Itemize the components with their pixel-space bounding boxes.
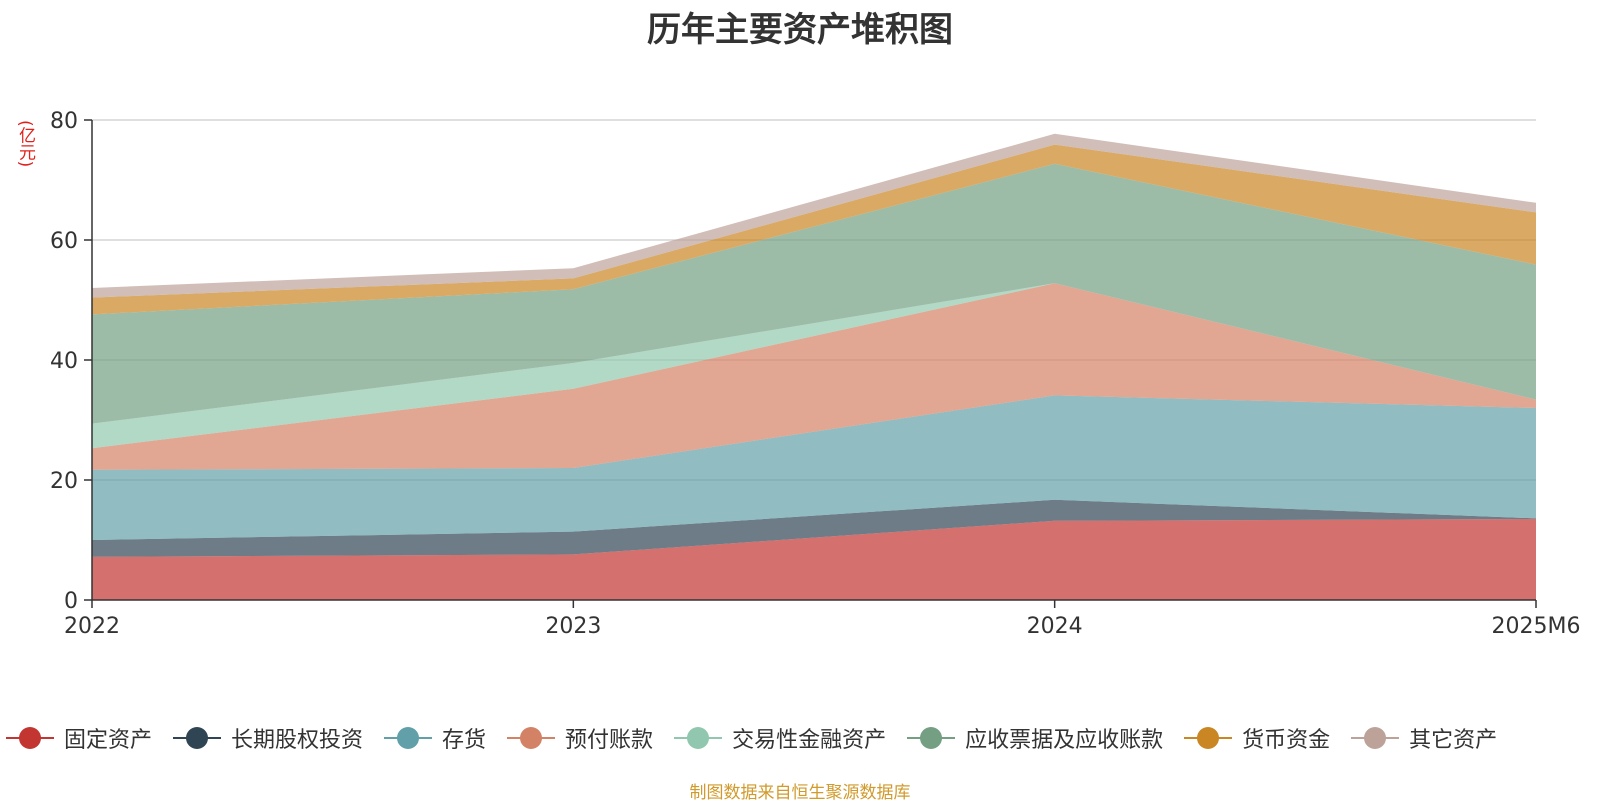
legend-item-7[interactable]: 其它资产 xyxy=(1351,722,1497,754)
legend-item-0[interactable]: 固定资产 xyxy=(6,722,152,754)
area-series-6 xyxy=(92,144,1536,315)
legend-label: 预付账款 xyxy=(565,728,654,753)
y-tick-label-20: 20 xyxy=(50,469,78,494)
legend-dot-icon xyxy=(520,727,543,749)
x-tick-label-1: 2023 xyxy=(545,614,601,639)
legend-dot-icon xyxy=(397,727,420,749)
legend: 固定资产 长期股权投资 存货 预付账款 交易性金融资产 应收票据及应收账款 货币资金 其它资产 xyxy=(6,718,1518,758)
x-tick-label-0: 2022 xyxy=(64,614,120,639)
legend-dot-icon xyxy=(186,727,209,749)
x-tick-label-3: 2025M6 xyxy=(1492,614,1581,639)
legend-dot-icon xyxy=(920,727,943,749)
area-series-5 xyxy=(92,163,1536,424)
area-series-3 xyxy=(92,283,1536,470)
axes: 0 20 40 60 80 2022 2023 2024 2025M6 xyxy=(50,109,1580,639)
y-axis-unit-label: (亿元) xyxy=(15,120,35,168)
legend-marker-icon xyxy=(1184,727,1233,749)
legend-label: 货币资金 xyxy=(1242,728,1331,753)
legend-item-5[interactable]: 应收票据及应收账款 xyxy=(907,722,1163,754)
legend-item-6[interactable]: 货币资金 xyxy=(1184,722,1330,754)
legend-dot-icon xyxy=(19,727,41,749)
legend-label: 固定资产 xyxy=(64,728,153,753)
legend-label: 其它资产 xyxy=(1409,728,1498,753)
legend-label: 应收票据及应收账款 xyxy=(965,728,1164,753)
legend-label: 存货 xyxy=(442,728,487,753)
stacked-areas xyxy=(92,133,1536,600)
legend-dot-icon xyxy=(1364,727,1387,749)
legend-item-3[interactable]: 预付账款 xyxy=(507,722,653,754)
legend-marker-icon xyxy=(6,727,54,749)
data-source-note: 制图数据来自恒生聚源数据库 xyxy=(689,783,911,803)
legend-marker-icon xyxy=(674,727,723,749)
legend-marker-icon xyxy=(1351,727,1400,749)
legend-label: 长期股权投资 xyxy=(231,728,364,753)
y-tick-label-0: 0 xyxy=(64,589,78,614)
legend-item-2[interactable]: 存货 xyxy=(384,722,486,754)
legend-marker-icon xyxy=(507,727,556,749)
y-tick-label-60: 60 xyxy=(50,229,78,254)
legend-marker-icon xyxy=(384,727,433,749)
legend-dot-icon xyxy=(687,727,710,749)
x-tick-label-2: 2024 xyxy=(1027,614,1083,639)
y-tick-label-80: 80 xyxy=(50,109,78,134)
legend-item-1[interactable]: 长期股权投资 xyxy=(173,722,363,754)
legend-item-4[interactable]: 交易性金融资产 xyxy=(674,722,886,754)
legend-marker-icon xyxy=(173,727,222,749)
chart-title: 历年主要资产堆积图 xyxy=(647,10,953,50)
legend-dot-icon xyxy=(1197,727,1220,749)
y-tick-label-40: 40 xyxy=(50,349,78,374)
area-series-1 xyxy=(92,499,1536,557)
legend-label: 交易性金融资产 xyxy=(732,728,887,753)
area-series-2 xyxy=(92,395,1536,540)
area-series-0 xyxy=(92,519,1536,600)
legend-marker-icon xyxy=(907,727,956,749)
